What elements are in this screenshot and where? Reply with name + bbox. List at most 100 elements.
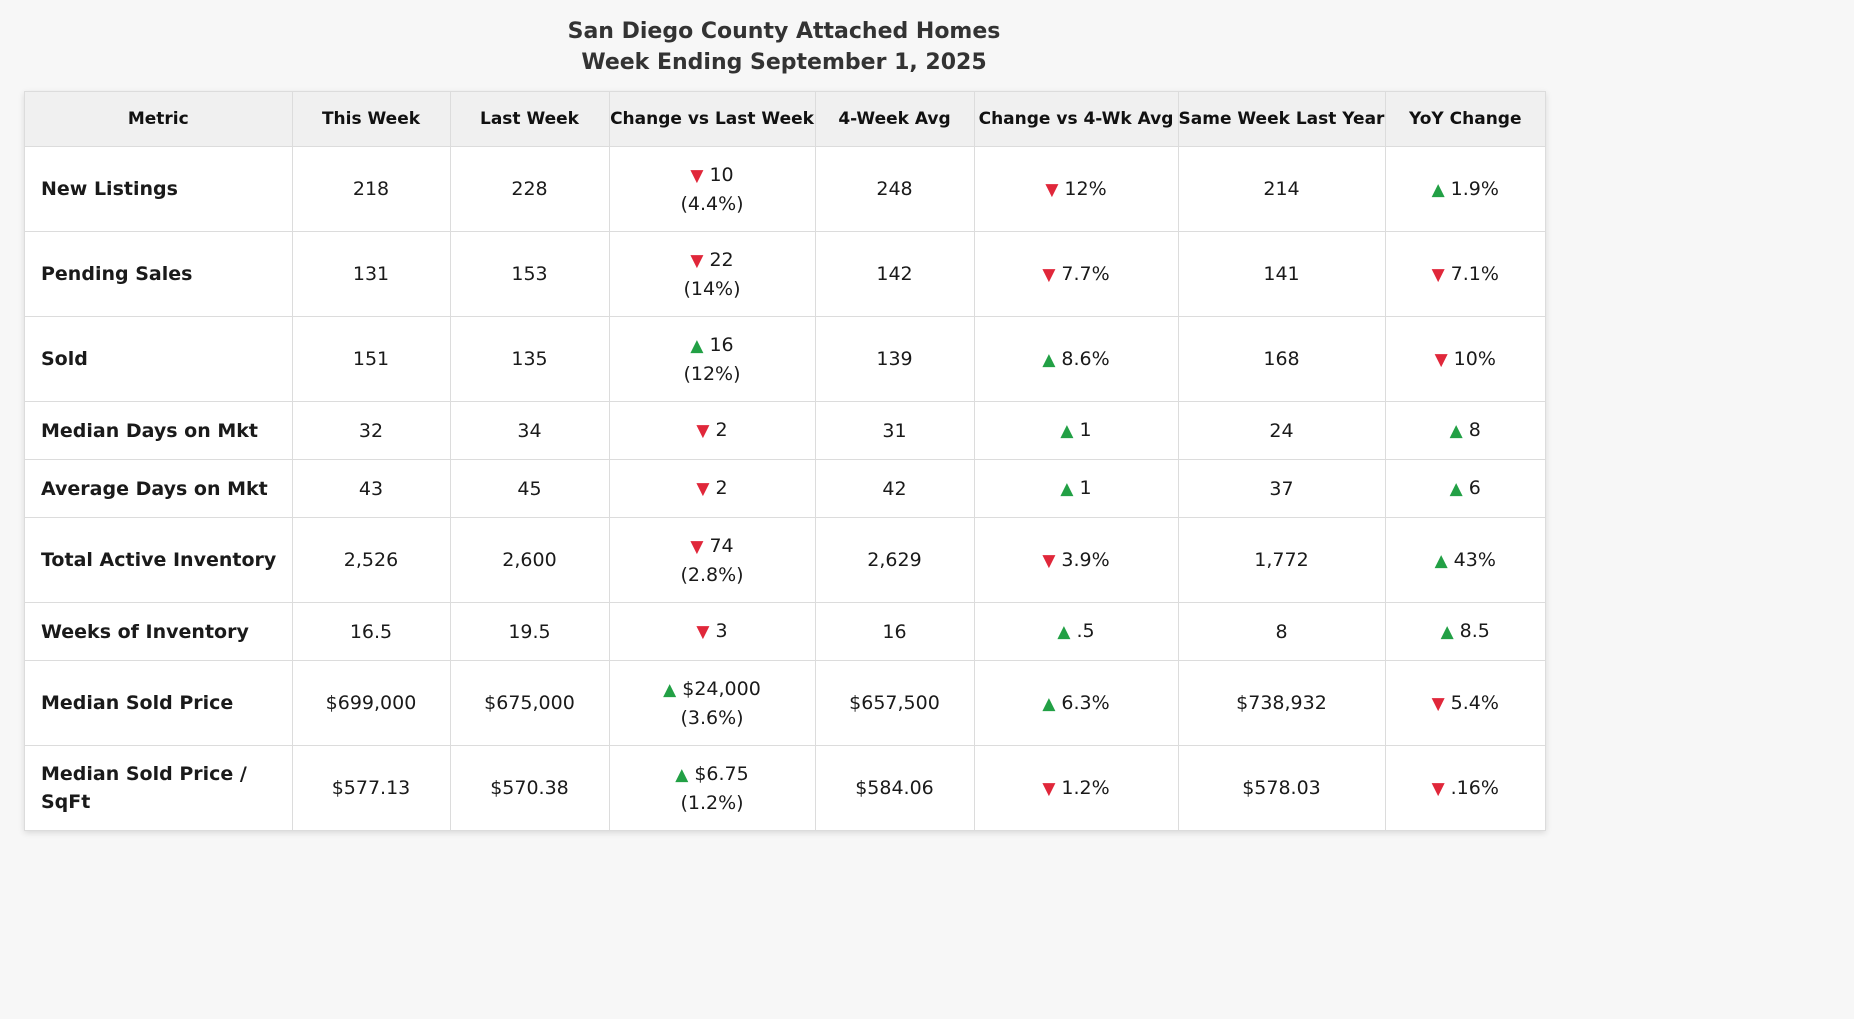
- change-value: 3.9%: [1061, 548, 1110, 571]
- table-row: Median Sold Price $699,000 $675,000 ▲ $24,00…: [25, 660, 1545, 746]
- four-week-avg-value: 142: [815, 231, 975, 317]
- change-cell: ▲ $6.75 (1.2%): [609, 745, 816, 830]
- change-value: 1.9%: [1450, 177, 1499, 200]
- change-value: 2: [715, 419, 728, 441]
- change-value: 8.5: [1459, 620, 1490, 642]
- change-value: 1: [1079, 477, 1092, 499]
- four-week-avg-value: 42: [815, 459, 975, 518]
- table-row: Weeks of Inventory 16.5 19.5 ▼ 3 16 ▲ .5 8 ▲ 8.5: [25, 602, 1545, 661]
- same-week-last-year-value: $578.03: [1178, 745, 1386, 830]
- change-value: .5: [1076, 620, 1095, 642]
- four-week-avg-value: 248: [815, 146, 975, 232]
- column-header: Change vs 4-Wk Avg: [974, 92, 1179, 147]
- change-line: ▼ 3.9%: [975, 546, 1178, 575]
- change-cell: ▲ 1: [974, 459, 1179, 518]
- change-value: $24,000: [682, 677, 761, 700]
- arrow-up-icon: ▲: [1449, 421, 1463, 441]
- change-line: ▲ 1.9%: [1386, 175, 1546, 204]
- same-week-last-year-value: 37: [1178, 459, 1386, 518]
- arrow-up-icon: ▲: [690, 335, 704, 356]
- table-row: Total Active Inventory 2,526 2,600 ▼ 74 (2.8%…: [25, 517, 1545, 603]
- arrow-up-icon: ▲: [1042, 693, 1056, 714]
- change-value: .16%: [1450, 776, 1499, 799]
- four-week-avg-value: 139: [815, 316, 975, 402]
- arrow-down-icon: ▼: [696, 622, 710, 642]
- change-cell: ▲ .5: [974, 602, 1179, 661]
- arrow-down-icon: ▼: [696, 479, 710, 499]
- four-week-avg-value: 31: [815, 401, 975, 460]
- change-line: ▼ 10%: [1386, 345, 1546, 374]
- change-line: ▼ .16%: [1386, 774, 1546, 803]
- change-cell: ▼ 74 (2.8%): [609, 517, 816, 603]
- table-row: Pending Sales 131 153 ▼ 22 (14%) 142 ▼ 7.7% 141 ▼ 7…: [25, 231, 1546, 317]
- change-cell: ▼ 3: [609, 602, 816, 661]
- arrow-up-icon: ▲: [1042, 349, 1056, 370]
- change-cell: ▲ 8.6%: [974, 316, 1179, 402]
- column-header: YoY Change: [1385, 92, 1545, 147]
- change-line: ▼ 7.1%: [1386, 260, 1546, 289]
- change-line: ▲ 6.3%: [975, 689, 1178, 718]
- arrow-down-icon: ▼: [1431, 778, 1445, 799]
- column-header: 4-Week Avg: [815, 92, 975, 147]
- column-header: This Week: [292, 92, 451, 147]
- change-line: ▼ 2: [610, 416, 815, 445]
- last-week-value: 228: [450, 146, 610, 232]
- metric-label: Weeks of Inventory: [25, 602, 293, 661]
- change-value: 74: [709, 534, 734, 557]
- change-value: 8: [1468, 419, 1481, 441]
- arrow-up-icon: ▲: [1060, 479, 1074, 499]
- last-week-value: $570.38: [450, 745, 610, 830]
- table-row: Average Days on Mkt 43 45 ▼ 2 42 ▲ 1 37 ▲ 6: [25, 459, 1545, 518]
- change-value: 3: [715, 620, 728, 642]
- same-week-last-year-value: 141: [1178, 231, 1386, 317]
- change-value: 8.6%: [1061, 347, 1110, 370]
- change-cell: ▼ 5.4%: [1385, 660, 1545, 746]
- change-value: 7.1%: [1450, 262, 1499, 285]
- change-line: ▲ $24,000: [610, 675, 815, 704]
- change-percent: (14%): [683, 277, 741, 300]
- last-week-value: 153: [450, 231, 610, 317]
- change-value: 6.3%: [1061, 691, 1110, 714]
- metric-label: Pending Sales: [25, 231, 293, 317]
- change-value: 1: [1079, 419, 1092, 441]
- table-row: Median Days on Mkt 32 34 ▼ 2 31 ▲ 1 24 ▲ 8: [25, 401, 1546, 460]
- last-week-value: 34: [450, 401, 610, 460]
- change-line: ▼ 1.2%: [975, 774, 1178, 803]
- arrow-down-icon: ▼: [1042, 550, 1056, 571]
- same-week-last-year-value: 1,772: [1178, 517, 1386, 603]
- change-value: 22: [709, 248, 734, 271]
- change-value: 6: [1468, 477, 1481, 499]
- change-line: ▲ 8.6%: [975, 345, 1178, 374]
- column-header: Same Week Last Year: [1178, 92, 1386, 147]
- change-cell: ▼ 2: [609, 459, 816, 518]
- change-line: ▼ 2: [610, 474, 815, 503]
- table-header-row: Metric This Week Last Week Change vs Las…: [25, 92, 1545, 147]
- change-cell: ▼ 12%: [974, 146, 1179, 232]
- metric-label: Median Days on Mkt: [25, 401, 293, 460]
- arrow-down-icon: ▼: [1045, 179, 1059, 200]
- change-line: ▼ 22: [610, 246, 815, 275]
- change-line: ▼ 10: [610, 161, 815, 190]
- table-row: Median Sold Price / SqFt $577.13 $570.38 ▲ $…: [25, 745, 1545, 831]
- change-line: ▲ 16: [610, 331, 815, 360]
- last-week-value: 45: [450, 459, 610, 518]
- change-line: ▼ 7.7%: [975, 260, 1178, 289]
- change-value: 12%: [1064, 177, 1107, 200]
- metric-label: Total Active Inventory: [25, 517, 293, 603]
- table-row: Sold 151 135 ▲ 16 (12%) 139 ▲ 8.6% 168 ▼ 10%: [25, 316, 1546, 402]
- arrow-up-icon: ▲: [663, 679, 677, 700]
- change-line: ▼ 12%: [975, 175, 1178, 204]
- same-week-last-year-value: 214: [1178, 146, 1386, 232]
- change-cell: ▲ 16 (12%): [609, 316, 816, 402]
- change-cell: ▲ 1: [974, 401, 1179, 460]
- arrow-down-icon: ▼: [1042, 264, 1056, 285]
- four-week-avg-value: $657,500: [815, 660, 975, 746]
- change-cell: ▼ .16%: [1385, 746, 1545, 831]
- metric-label: Median Sold Price: [25, 660, 293, 746]
- change-cell: ▲ 1.9%: [1385, 146, 1546, 232]
- page-title: San Diego County Attached Homes: [567, 19, 1001, 44]
- change-percent: (1.2%): [680, 791, 744, 814]
- last-week-value: 19.5: [450, 602, 610, 661]
- change-percent: (12%): [683, 362, 741, 385]
- change-line: ▲ 8: [1386, 416, 1546, 445]
